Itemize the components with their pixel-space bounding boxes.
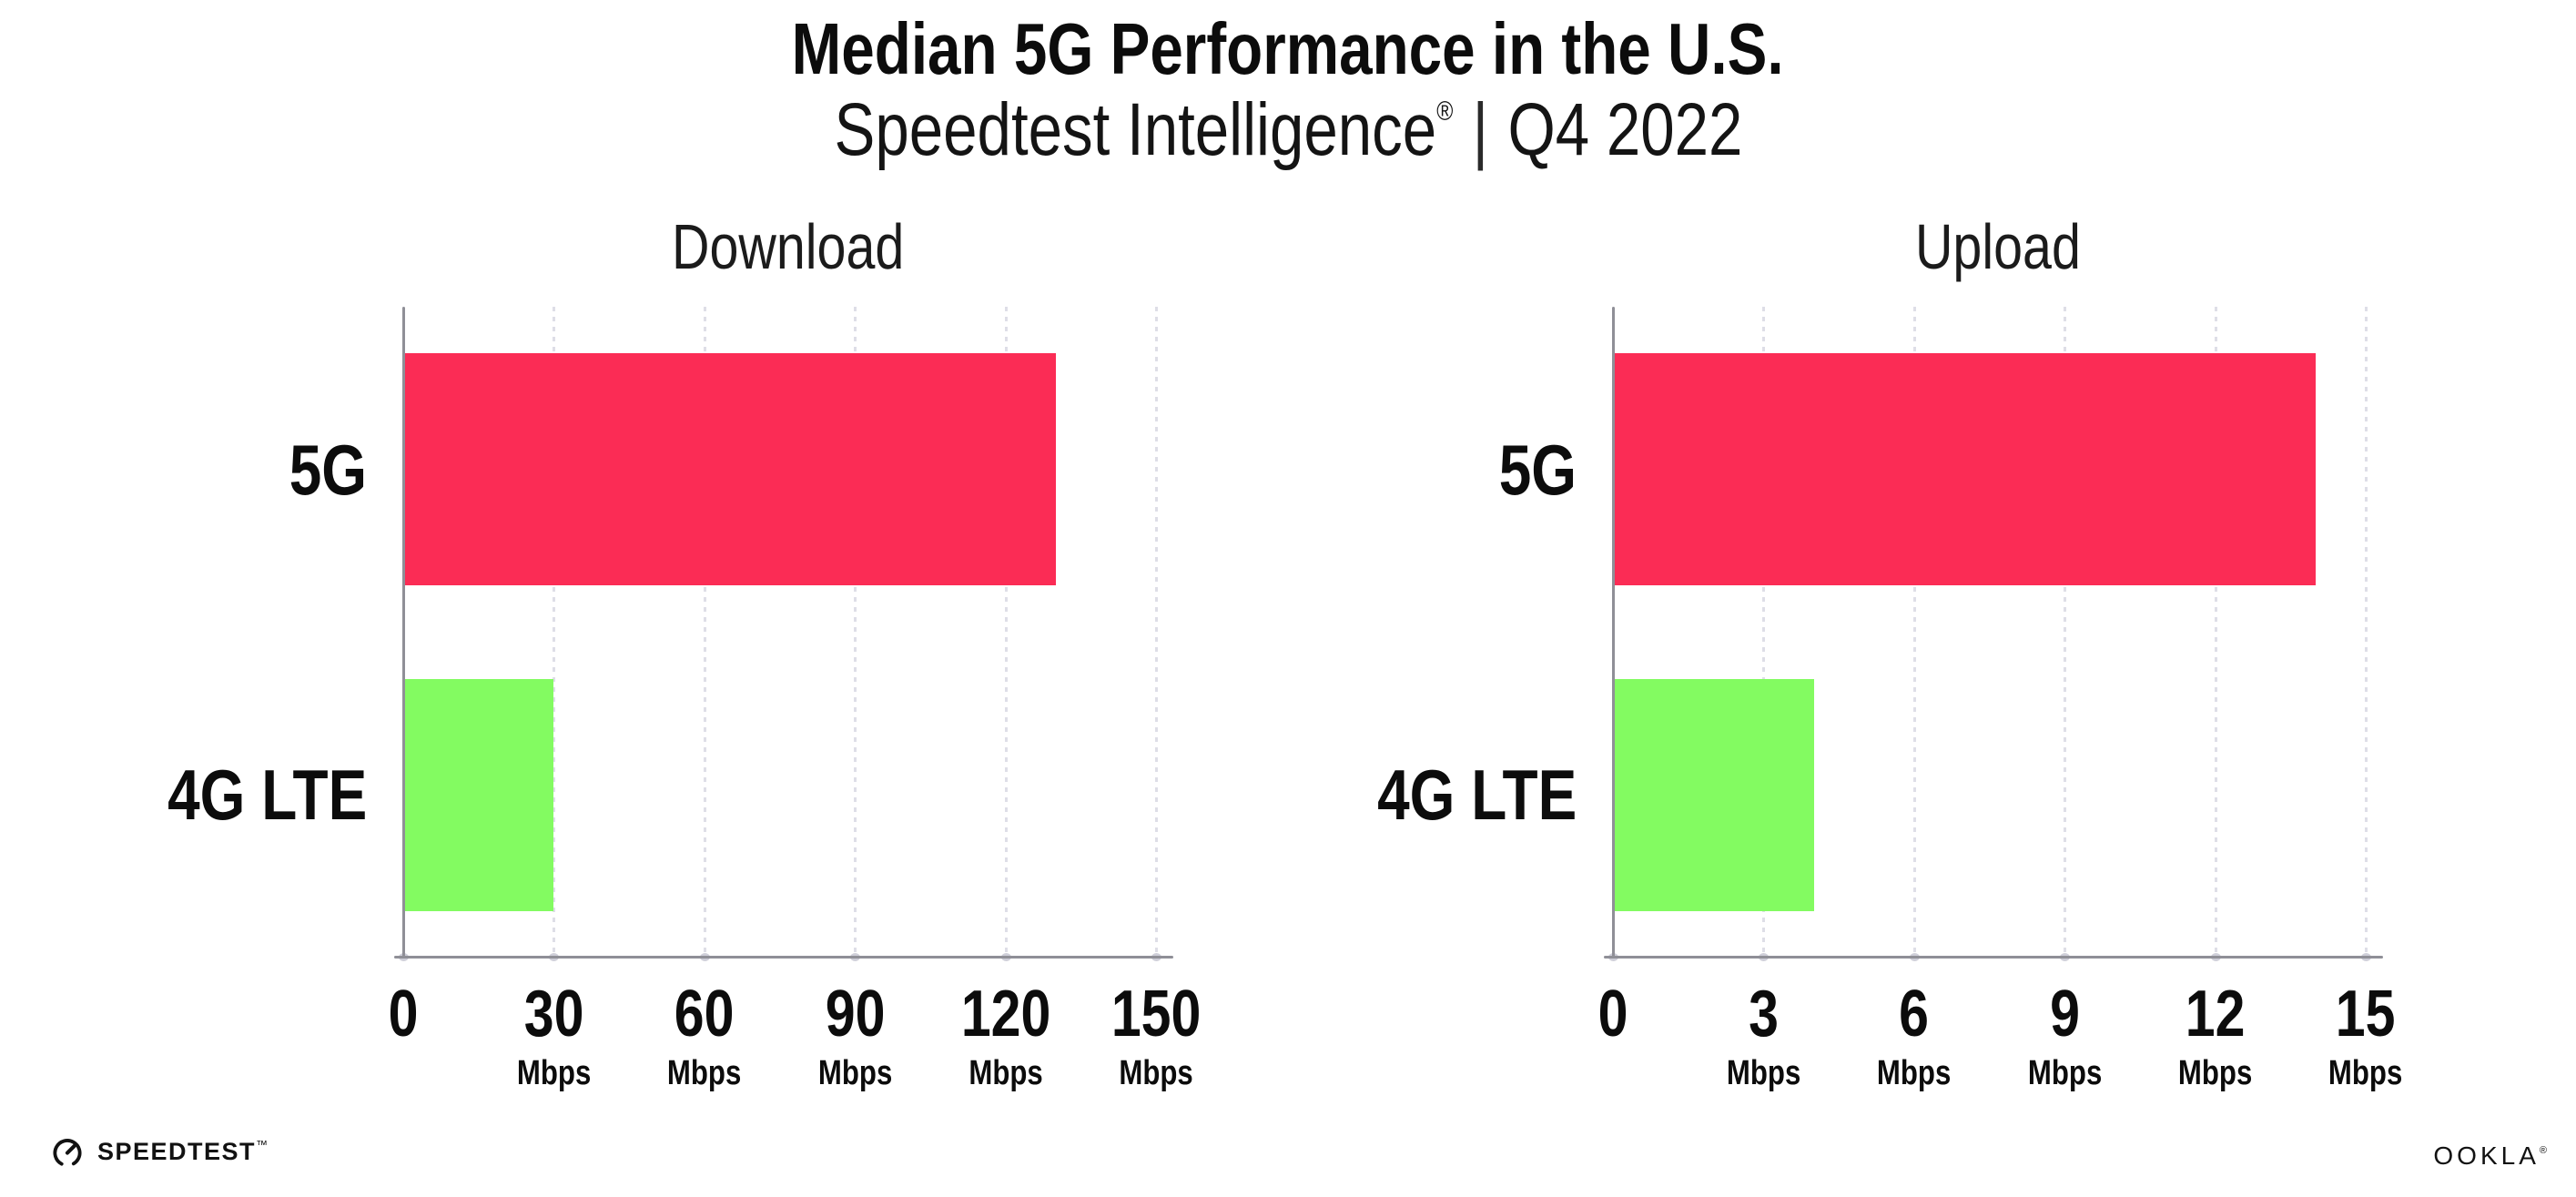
ookla-registered-symbol: ® <box>2539 1145 2547 1156</box>
tick-label: 90 <box>825 978 886 1050</box>
download-chart-title: Download <box>672 211 905 282</box>
ookla-wordmark: OOKLA <box>2433 1141 2540 1170</box>
bar-5g-download <box>405 353 1056 586</box>
tick-unit-label: Mbps <box>817 1054 892 1092</box>
tick-unit-label: Mbps <box>968 1054 1043 1092</box>
tick-label: 0 <box>1597 978 1628 1050</box>
tick-unit-label: Mbps <box>2328 1054 2403 1092</box>
bar-4g-lte-upload <box>1615 678 1814 911</box>
upload-chart-plot-area: Upload 5G 4G LTE 0 3 Mbps 6 Mbps 9 Mbps 12 Mbps 15 M… <box>1377 215 2403 1090</box>
gridline-6 <box>1912 307 1916 958</box>
tick-unit-label: Mbps <box>2177 1054 2253 1092</box>
upload-y-axis-line <box>1612 307 1615 958</box>
tick-label: 60 <box>674 978 735 1050</box>
speedtest-wordmark: SPEEDTEST™ <box>97 1137 269 1165</box>
bar-4g-lte-download <box>405 678 554 911</box>
gridline-3 <box>1762 307 1766 958</box>
tick-unit-label: Mbps <box>2027 1054 2102 1092</box>
upload-chart-title: Upload <box>1915 211 2081 282</box>
category-label-4g-lte: 4G LTE <box>167 755 367 836</box>
tick-unit-label: Mbps <box>667 1054 742 1092</box>
tick-label: 6 <box>1899 978 1930 1050</box>
tick-label: 0 <box>388 978 419 1050</box>
tick-unit-label: Mbps <box>516 1054 592 1092</box>
tick-unit-label: Mbps <box>1726 1054 1801 1092</box>
tick-label: 30 <box>523 978 584 1050</box>
tick-unit-label: Mbps <box>1119 1054 1193 1092</box>
gridline-15 <box>2365 307 2368 958</box>
upload-x-axis-line <box>1604 956 2383 959</box>
chart-title: Median 5G Performance in the U.S. <box>0 9 2576 89</box>
tick-label: 3 <box>1748 978 1779 1050</box>
subtitle-brand: Speedtest Intelligence <box>834 88 1436 171</box>
chart-title-text: Median 5G Performance in the U.S. <box>792 8 1784 89</box>
tick-label: 9 <box>2049 978 2080 1050</box>
tick-unit-label: Mbps <box>1877 1054 1952 1092</box>
tick-label: 15 <box>2336 978 2396 1050</box>
trademark-symbol: ™ <box>256 1137 269 1151</box>
download-y-axis-line <box>402 307 405 958</box>
category-label-5g: 5G <box>1498 429 1577 510</box>
gridline-9 <box>2064 307 2067 958</box>
bar-5g-upload <box>1615 353 2316 586</box>
download-chart-plot-area: Download 5G 4G LTE 0 30 Mbps 60 Mbps 90 Mbps 120 M… <box>167 215 1201 1090</box>
tick-label: 12 <box>2185 978 2246 1050</box>
gridline-150 <box>1155 307 1158 958</box>
subtitle-period: Q4 2022 <box>1506 88 1742 171</box>
category-label-4g-lte: 4G LTE <box>1376 755 1577 836</box>
download-x-axis-line <box>394 956 1173 959</box>
category-label-5g: 5G <box>289 429 367 510</box>
tick-label: 150 <box>1111 978 1202 1050</box>
gridline-60 <box>703 307 706 958</box>
speedtest-logo: SPEEDTEST™ <box>50 1134 269 1169</box>
gridline-12 <box>2214 307 2217 958</box>
gridline-30 <box>553 307 556 958</box>
tick-label: 120 <box>960 978 1050 1050</box>
ookla-logo: OOKLA® <box>2433 1141 2547 1171</box>
gridline-90 <box>854 307 857 958</box>
speedtest-gauge-icon <box>53 1139 82 1168</box>
registered-mark: ® <box>1435 96 1453 127</box>
subtitle-divider: | <box>1472 88 1488 171</box>
gridline-120 <box>1004 307 1008 958</box>
chart-subtitle: Speedtest Intelligence® | Q4 2022 <box>0 88 2576 171</box>
